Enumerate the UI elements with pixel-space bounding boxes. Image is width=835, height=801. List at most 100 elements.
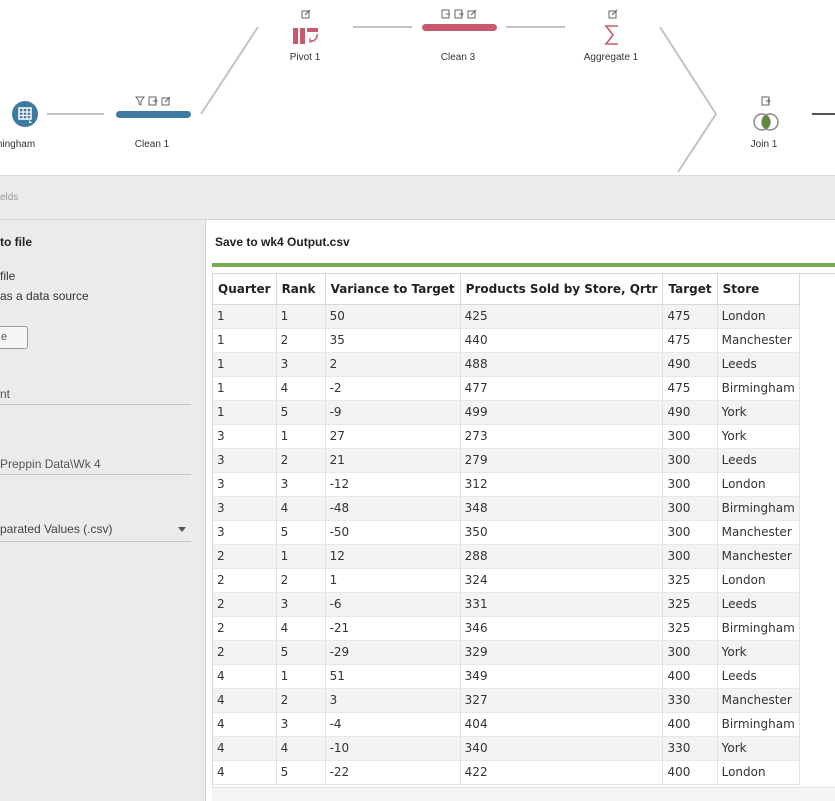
table-cell: 325	[662, 568, 718, 593]
table-row[interactable]: 4 3 -4 404 400 Birmingham	[213, 712, 800, 737]
table-cell: 51	[325, 664, 461, 689]
option-file[interactable]: file	[0, 269, 16, 283]
column-header[interactable]: Variance to Target	[325, 274, 461, 305]
table-row[interactable]: 4 1 51 349 400 Leeds	[213, 664, 800, 689]
clean3-toolbar	[441, 9, 477, 19]
table-cell: 499	[460, 400, 664, 425]
rename-icon[interactable]	[761, 96, 771, 106]
table-cell: 422	[460, 760, 664, 785]
column-header[interactable]: Products Sold by Store, Qrtr	[460, 274, 664, 305]
table-cell: 475	[662, 376, 718, 401]
location-field[interactable]: Preppin Data\Wk 4	[0, 457, 191, 475]
table-cell: 488	[460, 352, 664, 377]
table-cell: 4	[276, 736, 326, 761]
table-cell: 12	[325, 544, 461, 569]
clean1-toolbar	[135, 96, 171, 106]
table-cell: 475	[662, 304, 718, 329]
table-cell: 2	[276, 328, 326, 353]
table-cell: York	[717, 424, 800, 449]
table-header-row: Quarter Rank Variance to Target Products So…	[213, 274, 800, 305]
pivot-icon	[293, 26, 321, 46]
table-cell: 3	[325, 688, 461, 713]
table-cell: 2	[276, 688, 326, 713]
clean1-bar[interactable]	[116, 111, 191, 118]
table-row[interactable]: 1 1 50 425 475 London	[213, 304, 800, 329]
table-cell: 2	[213, 640, 277, 665]
table-cell: 300	[662, 640, 718, 665]
table-cell: Leeds	[717, 592, 800, 617]
table-row[interactable]: 4 2 3 327 330 Manchester	[213, 688, 800, 713]
table-cell: -6	[325, 592, 461, 617]
rename-icon[interactable]	[148, 96, 158, 106]
output-heading: to file	[0, 235, 32, 249]
table-cell: -10	[325, 736, 461, 761]
table-cell: Leeds	[717, 448, 800, 473]
table-cell: 300	[662, 520, 718, 545]
rename-icon[interactable]	[441, 9, 451, 19]
table-cell: 475	[662, 328, 718, 353]
table-row[interactable]: 3 3 -12 312 300 London	[213, 472, 800, 497]
table-cell: -22	[325, 760, 461, 785]
output-name-field[interactable]: nt	[0, 387, 191, 405]
table-cell: 50	[325, 304, 461, 329]
input-node-label: ningham	[0, 139, 36, 150]
aggregate1-label: Aggregate 1	[583, 52, 639, 63]
output-type-select[interactable]: parated Values (.csv)	[0, 522, 191, 542]
rename-icon[interactable]	[454, 9, 464, 19]
table-row[interactable]: 2 1 12 288 300 Manchester	[213, 544, 800, 569]
option-data-source[interactable]: as a data source	[0, 289, 89, 303]
table-cell: 4	[276, 376, 326, 401]
table-cell: -12	[325, 472, 461, 497]
table-cell: 1	[276, 544, 326, 569]
flow-canvas[interactable]: ningham Clean 1	[0, 0, 835, 175]
table-row[interactable]: 1 3 2 488 490 Leeds	[213, 352, 800, 377]
column-header[interactable]: Quarter	[213, 274, 277, 305]
table-row[interactable]: 3 2 21 279 300 Leeds	[213, 448, 800, 473]
table-cell: 330	[662, 736, 718, 761]
horizontal-scrollbar[interactable]	[212, 787, 835, 801]
table-row[interactable]: 3 1 27 273 300 York	[213, 424, 800, 449]
table-cell: 3	[213, 520, 277, 545]
clean3-bar[interactable]	[422, 24, 497, 31]
edit-icon[interactable]	[608, 9, 618, 19]
edit-icon[interactable]	[467, 9, 477, 19]
table-row[interactable]: 3 4 -48 348 300 Birmingham	[213, 496, 800, 521]
table-cell: 4	[213, 688, 277, 713]
preview-table-container[interactable]: Quarter Rank Variance to Target Products So…	[212, 273, 835, 801]
table-cell: 1	[276, 424, 326, 449]
table-row[interactable]: 2 5 -29 329 300 York	[213, 640, 800, 665]
fields-label: elds	[0, 192, 19, 203]
table-cell: 425	[460, 304, 664, 329]
table-row[interactable]: 2 4 -21 346 325 Birmingham	[213, 616, 800, 641]
table-cell: 5	[276, 760, 326, 785]
table-cell: London	[717, 304, 800, 329]
table-cell: 1	[213, 352, 277, 377]
edit-icon[interactable]	[301, 9, 311, 19]
edit-icon[interactable]	[161, 96, 171, 106]
column-header[interactable]: Target	[662, 274, 718, 305]
table-cell: 348	[460, 496, 664, 521]
table-cell: Birmingham	[717, 496, 800, 521]
table-row[interactable]: 1 4 -2 477 475 Birmingham	[213, 376, 800, 401]
output-settings-panel: to file file as a data source e nt Prepp…	[0, 220, 206, 801]
table-cell: 324	[460, 568, 664, 593]
table-row[interactable]: 4 4 -10 340 330 York	[213, 736, 800, 761]
join1-toolbar	[761, 96, 771, 106]
table-cell: 273	[460, 424, 664, 449]
table-row[interactable]: 1 5 -9 499 490 York	[213, 400, 800, 425]
filter-icon[interactable]	[135, 96, 145, 106]
table-cell: 279	[460, 448, 664, 473]
table-row[interactable]: 2 2 1 324 325 London	[213, 568, 800, 593]
table-row[interactable]: 3 5 -50 350 300 Manchester	[213, 520, 800, 545]
browse-button[interactable]: e	[0, 326, 28, 349]
column-header[interactable]: Rank	[276, 274, 326, 305]
table-cell: 325	[662, 616, 718, 641]
table-row[interactable]: 4 5 -22 422 400 London	[213, 760, 800, 785]
table-cell: -21	[325, 616, 461, 641]
sigma-icon	[604, 24, 620, 46]
column-header[interactable]: Store	[717, 274, 800, 305]
table-row[interactable]: 2 3 -6 331 325 Leeds	[213, 592, 800, 617]
table-cell: 477	[460, 376, 664, 401]
table-row[interactable]: 1 2 35 440 475 Manchester	[213, 328, 800, 353]
